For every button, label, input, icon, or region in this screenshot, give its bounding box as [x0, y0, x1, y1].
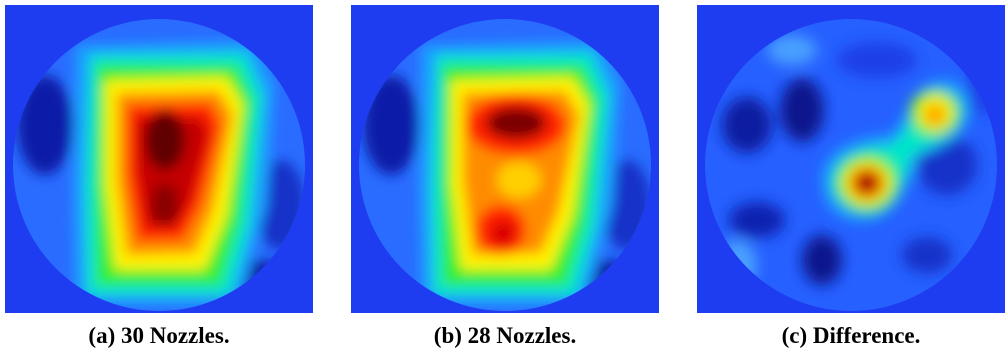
heatmap-30-nozzles [5, 5, 313, 313]
disc [359, 19, 651, 311]
disc [13, 19, 305, 311]
caption-a: (a) 30 Nozzles. [88, 323, 230, 348]
heatmap-28-nozzles-svg [351, 5, 659, 313]
heatmap-difference [697, 5, 1005, 313]
heatmap-difference-svg [697, 5, 1005, 313]
heatmap-28-nozzles [351, 5, 659, 313]
caption-c: (c) Difference. [781, 323, 921, 348]
caption-b: (b) 28 Nozzles. [433, 323, 577, 348]
heatmap-30-nozzles-svg [5, 5, 313, 313]
